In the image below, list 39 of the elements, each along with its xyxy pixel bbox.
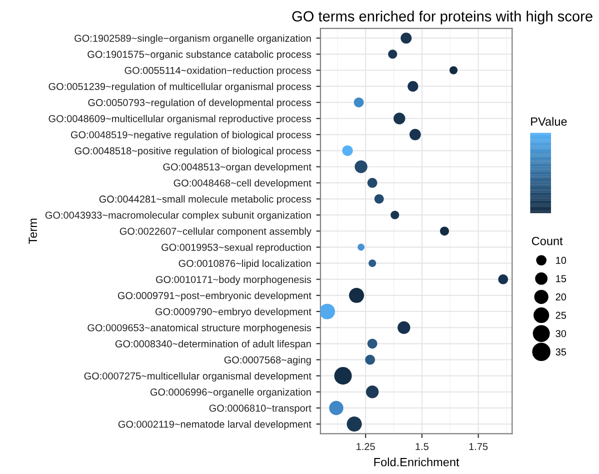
y-tick-label: GO:0009790~embryo development (155, 308, 312, 318)
y-tick-label: GO:0006810~transport (209, 404, 312, 414)
y-tick-label: GO:0009653~anatomical structure morphogenesis (88, 324, 312, 334)
y-tick-label: GO:0051239~regulation of multicellular organismal process (48, 82, 312, 92)
y-tick-label: GO:0055114~oxidation−reduction process (124, 66, 312, 76)
y-tick-label: GO:0006996~organelle organization (150, 388, 311, 398)
y-tick-label: GO:0010171~body morphogenesis (156, 276, 312, 286)
x-axis-title: Fold.Enrichment (374, 458, 460, 466)
y-tick-label: GO:0043933~macromolecular complex subunit organization (45, 211, 311, 221)
legend-label: 20 (556, 293, 566, 301)
y-tick-label: GO:1902589~single−organism organelle organization (74, 34, 311, 44)
legend-title: Count (532, 236, 563, 246)
y-axis-title: Term (28, 218, 38, 244)
color-bar-title: PValue (531, 117, 567, 126)
y-tick-label: GO:0019953~sexual reproduction (162, 244, 311, 253)
y-tick-label: GO:0010876~lipid localization (178, 260, 311, 269)
y-tick-label: GO:0048609~multicellular organismal reproductive process (48, 114, 312, 124)
y-tick-label: GO:0050793~regulation of developmental process (88, 98, 312, 108)
y-tick-label: GO:0009791~post−embryonic development (118, 292, 312, 302)
x-tick-label: 1.75 (469, 443, 488, 450)
y-tick-label: GO:0048468~cell development (174, 179, 312, 189)
x-tick-label: 1.25 (356, 443, 375, 450)
y-tick-label: GO:0048519~negative regulation of biological process (70, 130, 312, 140)
y-tick-label: GO:0048518~positive regulation of biological process (74, 147, 312, 156)
legend-label: 25 (556, 312, 566, 319)
legend-label: 35 (556, 348, 566, 356)
legend-label: 30 (556, 330, 566, 338)
y-tick-label: GO:0007568~aging (224, 356, 311, 366)
y-tick-label: GO:0002119~nematode larval development (118, 420, 312, 430)
y-tick-label: GO:0008340~determination of adult lifespan (115, 340, 311, 350)
y-tick-label: GO:0022607~cellular component assembly (120, 227, 312, 237)
legend-label: 10 (556, 256, 566, 264)
legend-label: 15 (556, 275, 566, 282)
y-tick-label: GO:0048513~organ development (163, 163, 312, 172)
y-tick-label: GO:0044281~small molecule metabolic process (99, 195, 312, 205)
x-tick-label: 1.5 (416, 443, 428, 450)
chart-title: GO terms enriched for proteins with high score (292, 10, 592, 24)
y-tick-label: GO:0007275~multicellular organismal development (84, 372, 312, 382)
y-tick-label: GO:1901575~organic substance catabolic process (88, 50, 312, 60)
